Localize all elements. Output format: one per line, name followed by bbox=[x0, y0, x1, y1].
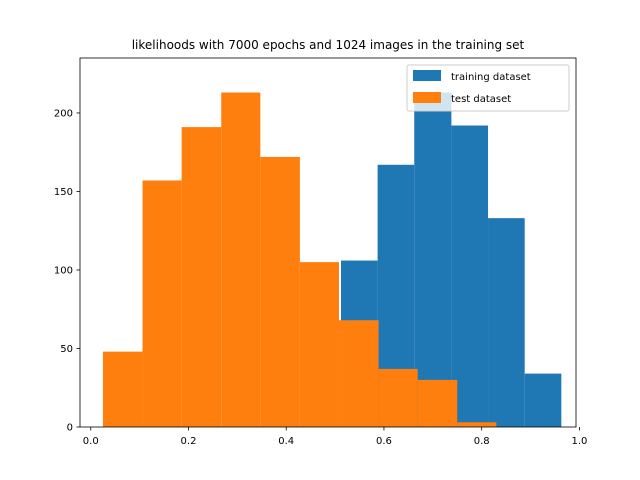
histogram-bar bbox=[457, 422, 497, 427]
histogram-bar bbox=[378, 368, 418, 427]
legend-label: training dataset bbox=[451, 72, 531, 83]
bars-layer bbox=[102, 92, 562, 428]
y-tick-label: 150 bbox=[54, 187, 73, 198]
histogram-bar bbox=[417, 379, 458, 427]
chart-title: likelihoods with 7000 epochs and 1024 im… bbox=[132, 38, 525, 52]
x-tick-label: 0.4 bbox=[278, 436, 294, 447]
y-tick-label: 100 bbox=[54, 265, 73, 276]
x-tick-label: 0.2 bbox=[181, 436, 197, 447]
histogram-bar bbox=[260, 156, 300, 428]
histogram-bar bbox=[221, 92, 261, 427]
histogram-bar bbox=[339, 320, 379, 427]
plot-frame bbox=[79, 57, 577, 428]
legend-swatch bbox=[413, 70, 441, 81]
histogram-bar bbox=[524, 373, 562, 427]
legend-label: test dataset bbox=[451, 94, 511, 105]
histogram-bar bbox=[102, 351, 143, 427]
legend-swatch bbox=[413, 92, 441, 103]
y-tick-label: 0 bbox=[67, 423, 73, 434]
series-training bbox=[340, 92, 562, 428]
series-test bbox=[102, 92, 497, 428]
x-tick-label: 0.6 bbox=[376, 436, 392, 447]
y-tick-label: 200 bbox=[54, 108, 73, 119]
y-tick-label: 50 bbox=[60, 344, 73, 355]
histogram-bar bbox=[488, 218, 525, 427]
x-tick-label: 1.0 bbox=[571, 436, 587, 447]
histogram-bar bbox=[181, 127, 222, 427]
legend: training dataset test dataset bbox=[406, 64, 570, 112]
histogram-bar bbox=[451, 125, 489, 428]
histogram-bar bbox=[142, 180, 182, 427]
histogram-bar bbox=[414, 92, 452, 427]
legend-box bbox=[406, 64, 570, 112]
axes-layer: 0.0 0.2 0.4 0.6 0.8 1.0 0 50 100 150 200 bbox=[54, 57, 587, 447]
x-tick-label: 0.8 bbox=[474, 436, 490, 447]
x-tick-label: 0.0 bbox=[83, 436, 99, 447]
histogram-bar bbox=[299, 262, 339, 427]
